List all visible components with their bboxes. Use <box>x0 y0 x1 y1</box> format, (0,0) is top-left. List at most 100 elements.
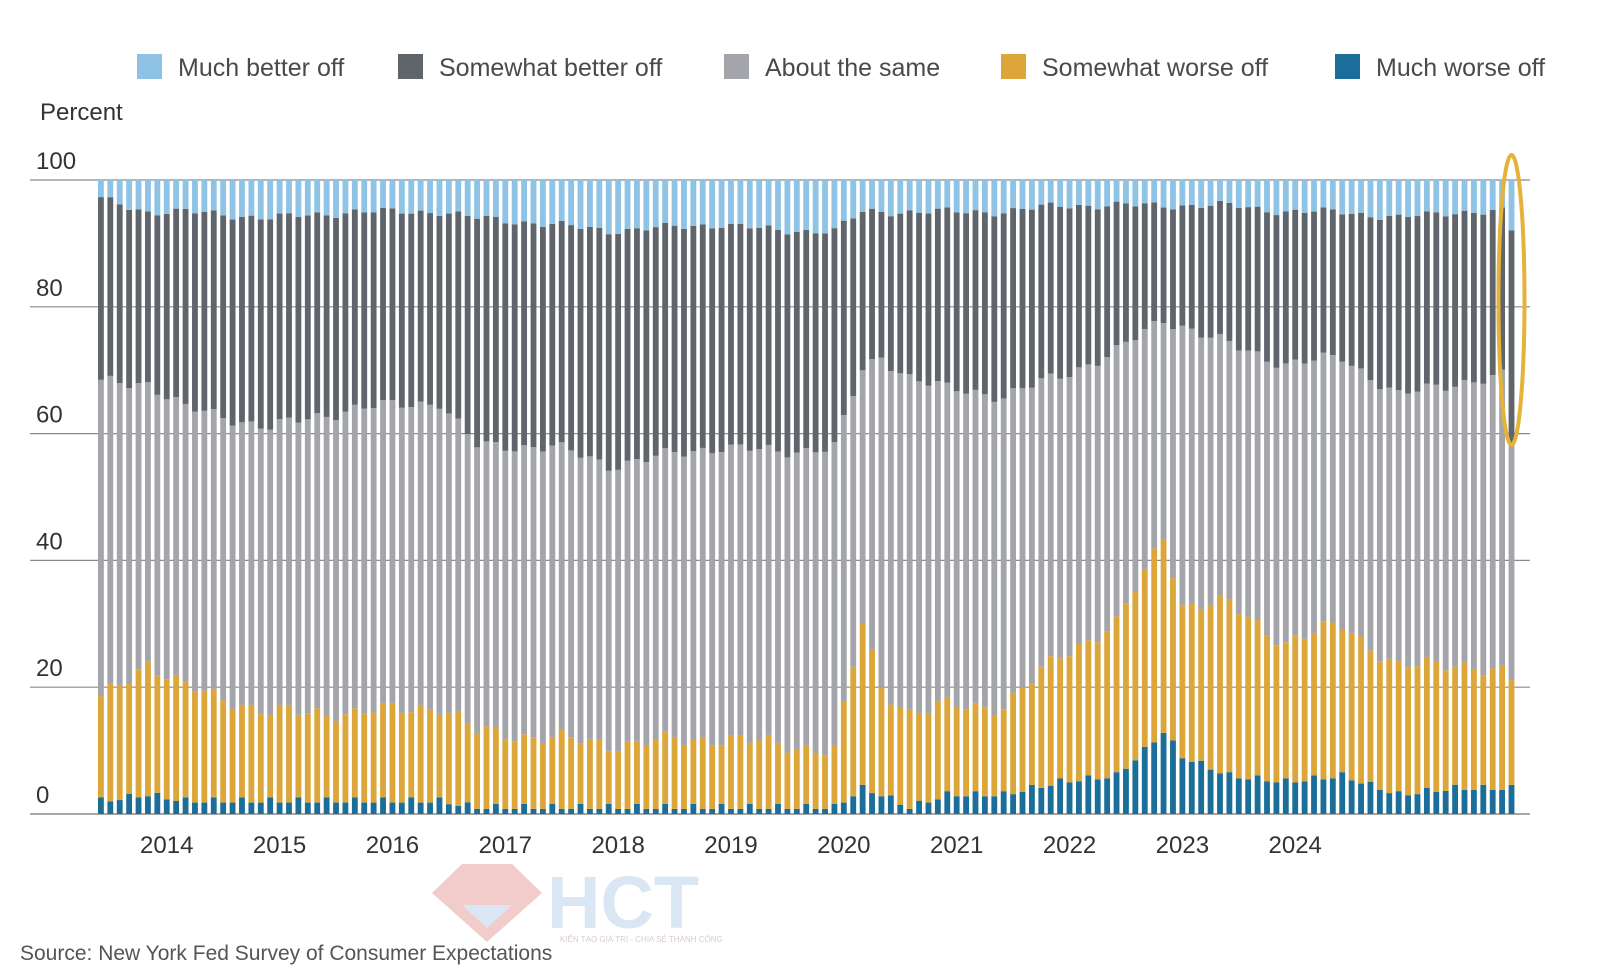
bar-much_worse-48 <box>549 803 556 814</box>
bar-somewhat_worse-50 <box>568 737 575 809</box>
bar-same-80 <box>850 396 857 667</box>
bar-somewhat_better-87 <box>916 212 922 382</box>
bar-somewhat_worse-14 <box>229 709 236 803</box>
bar-much_worse-4 <box>135 797 142 814</box>
bar-same-46 <box>530 447 537 738</box>
bar-same-130 <box>1320 352 1327 622</box>
bar-much_better-78 <box>831 180 838 229</box>
bar-somewhat_worse-84 <box>887 704 894 796</box>
bar-somewhat_worse-17 <box>257 714 264 803</box>
bar-much_better-34 <box>417 180 424 211</box>
bar-much_worse-99 <box>1028 784 1035 814</box>
bar-somewhat_worse-64 <box>699 737 706 809</box>
bar-much_worse-100 <box>1038 787 1045 814</box>
bar-much_better-98 <box>1019 180 1026 209</box>
bar-somewhat_better-141 <box>1423 211 1430 384</box>
y-axis-label: Percent <box>40 99 123 126</box>
bar-much_better-39 <box>464 180 471 216</box>
bar-somewhat_better-98 <box>1019 208 1026 389</box>
bar-same-74 <box>793 452 800 749</box>
bar-much_worse-84 <box>887 795 894 814</box>
bar-same-39 <box>464 434 471 724</box>
bar-somewhat_better-52 <box>587 226 593 457</box>
bar-somewhat_better-95 <box>991 216 998 402</box>
bar-much_worse-132 <box>1339 772 1346 814</box>
bar-much_better-108 <box>1113 180 1120 202</box>
bar-same-1 <box>107 375 114 684</box>
bar-somewhat_worse-69 <box>746 742 753 804</box>
bar-somewhat_worse-67 <box>728 735 734 809</box>
bar-somewhat_worse-118 <box>1207 605 1214 770</box>
legend-item-somewhat_better: Somewhat better off <box>398 54 662 82</box>
bar-somewhat_better-110 <box>1132 206 1139 341</box>
bar-somewhat_better-144 <box>1452 214 1458 387</box>
bar-somewhat_better-97 <box>1010 208 1017 389</box>
bar-much_worse-41 <box>483 808 490 814</box>
bar-somewhat_worse-62 <box>681 744 687 809</box>
bar-somewhat_worse-124 <box>1264 635 1270 782</box>
bar-much_worse-16 <box>248 802 255 814</box>
bar-much_worse-131 <box>1329 778 1336 814</box>
bar-somewhat_better-24 <box>323 215 330 417</box>
bar-somewhat_better-149 <box>1499 207 1506 370</box>
bar-much_better-95 <box>991 180 998 217</box>
bar-same-124 <box>1264 361 1270 636</box>
bar-somewhat_worse-138 <box>1395 661 1402 792</box>
bar-somewhat_worse-51 <box>577 743 584 804</box>
bar-somewhat_worse-18 <box>267 715 274 798</box>
bar-somewhat_worse-20 <box>286 705 292 803</box>
bar-much_worse-61 <box>671 808 678 814</box>
bar-somewhat_worse-125 <box>1273 645 1280 783</box>
bar-much_worse-62 <box>681 808 687 814</box>
bar-somewhat_worse-39 <box>464 723 471 803</box>
bar-somewhat_worse-43 <box>502 739 509 809</box>
bar-same-95 <box>991 401 998 716</box>
bar-same-68 <box>737 444 744 736</box>
bar-same-150 <box>1508 445 1515 681</box>
bar-somewhat_better-47 <box>539 226 546 452</box>
bar-same-137 <box>1386 387 1393 659</box>
bar-same-132 <box>1339 361 1346 630</box>
bar-much_better-75 <box>803 180 810 230</box>
bar-much_better-126 <box>1282 180 1289 212</box>
bar-much_worse-147 <box>1480 784 1487 814</box>
bar-much_better-85 <box>897 180 904 214</box>
bar-much_better-144 <box>1452 180 1458 215</box>
bar-somewhat_better-35 <box>427 213 433 405</box>
bar-somewhat_better-129 <box>1311 211 1317 361</box>
bar-much_better-119 <box>1217 180 1223 201</box>
legend-item-same: About the same <box>724 54 940 82</box>
bar-somewhat_worse-96 <box>1000 709 1007 792</box>
bar-much_worse-38 <box>455 805 462 814</box>
bar-somewhat_better-89 <box>934 208 941 382</box>
bar-much_better-38 <box>455 180 462 212</box>
bar-somewhat_better-28 <box>361 212 368 409</box>
bar-somewhat_worse-150 <box>1508 680 1515 785</box>
bar-much_better-109 <box>1123 180 1129 204</box>
bar-somewhat_worse-87 <box>916 713 922 801</box>
bar-much_better-19 <box>276 180 283 214</box>
bar-somewhat_worse-92 <box>963 709 969 797</box>
bar-much_better-5 <box>145 180 151 212</box>
bar-somewhat_worse-109 <box>1123 603 1129 769</box>
bar-somewhat_better-27 <box>351 209 358 405</box>
bar-somewhat_worse-127 <box>1292 635 1299 783</box>
bar-much_worse-53 <box>596 808 603 814</box>
bar-same-0 <box>98 379 104 697</box>
bar-much_worse-115 <box>1179 758 1186 814</box>
bar-much_worse-33 <box>408 797 415 814</box>
bar-somewhat_better-121 <box>1235 207 1242 351</box>
legend-swatch-much_better <box>137 54 162 79</box>
bar-same-126 <box>1282 363 1289 643</box>
bar-somewhat_better-63 <box>690 225 697 451</box>
bar-much_better-80 <box>850 180 857 219</box>
bar-same-47 <box>539 451 546 744</box>
bar-much_worse-96 <box>1000 791 1007 814</box>
bar-somewhat_better-90 <box>944 207 951 383</box>
bar-somewhat_worse-139 <box>1405 667 1411 796</box>
bar-much_better-14 <box>229 180 236 220</box>
bar-same-147 <box>1480 383 1487 676</box>
bar-much_worse-77 <box>822 808 828 814</box>
watermark-logo-text: HCT <box>547 861 699 944</box>
bar-somewhat_better-143 <box>1442 216 1449 391</box>
